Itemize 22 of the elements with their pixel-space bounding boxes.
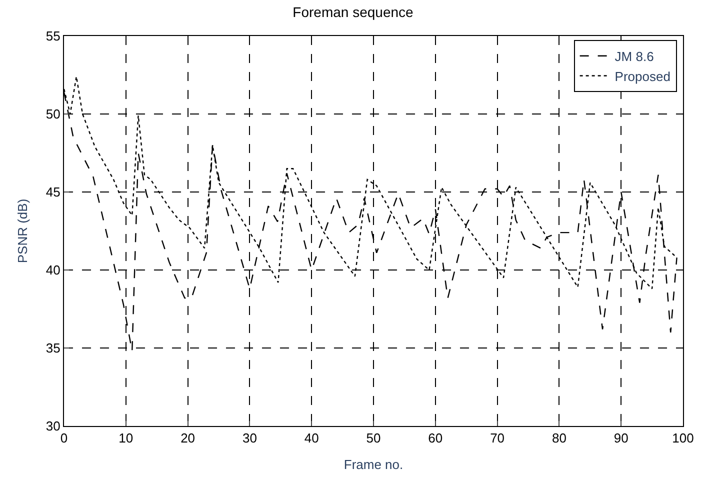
y-tick-label: 40 (46, 262, 60, 278)
x-tick-label: 70 (490, 430, 505, 446)
y-tick-label: 30 (46, 418, 60, 434)
x-tick-label: 10 (118, 430, 134, 446)
x-tick-label: 0 (60, 430, 68, 446)
x-axis-title: Frame no. (344, 457, 404, 472)
y-axis-title: PSNR (dB) (14, 198, 30, 264)
chart-title: Foreman sequence (292, 4, 414, 20)
x-tick-label: 40 (304, 430, 319, 446)
x-tick-label: 30 (242, 430, 257, 446)
legend-label: JM 8.6 (614, 48, 654, 64)
x-tick-label: 80 (552, 430, 566, 446)
y-tick-label: 35 (46, 340, 60, 356)
x-tick-label: 90 (614, 430, 628, 446)
y-tick-label: 45 (46, 184, 60, 200)
x-tick-label: 60 (428, 430, 443, 446)
y-tick-label: 50 (46, 106, 60, 122)
x-tick-label: 100 (672, 430, 694, 446)
x-tick-label: 20 (180, 430, 196, 446)
x-tick-label: 50 (366, 430, 381, 446)
legend-label: Proposed (614, 68, 670, 84)
y-tick-label: 55 (46, 28, 60, 44)
